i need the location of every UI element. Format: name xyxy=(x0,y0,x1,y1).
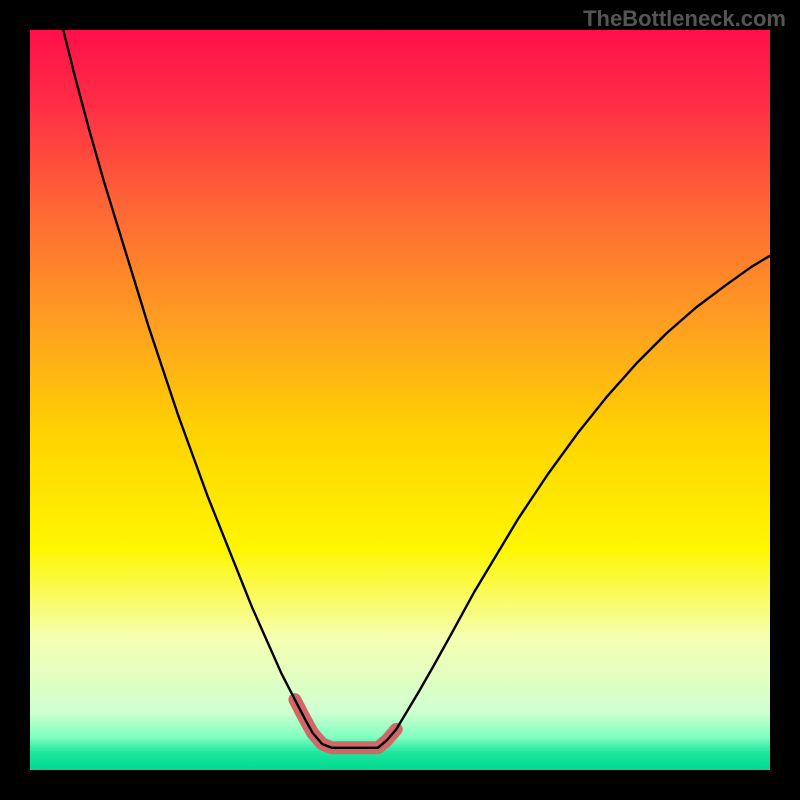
watermark-text: TheBottleneck.com xyxy=(583,6,786,32)
chart-container: TheBottleneck.com xyxy=(0,0,800,800)
chart-svg xyxy=(0,0,800,800)
